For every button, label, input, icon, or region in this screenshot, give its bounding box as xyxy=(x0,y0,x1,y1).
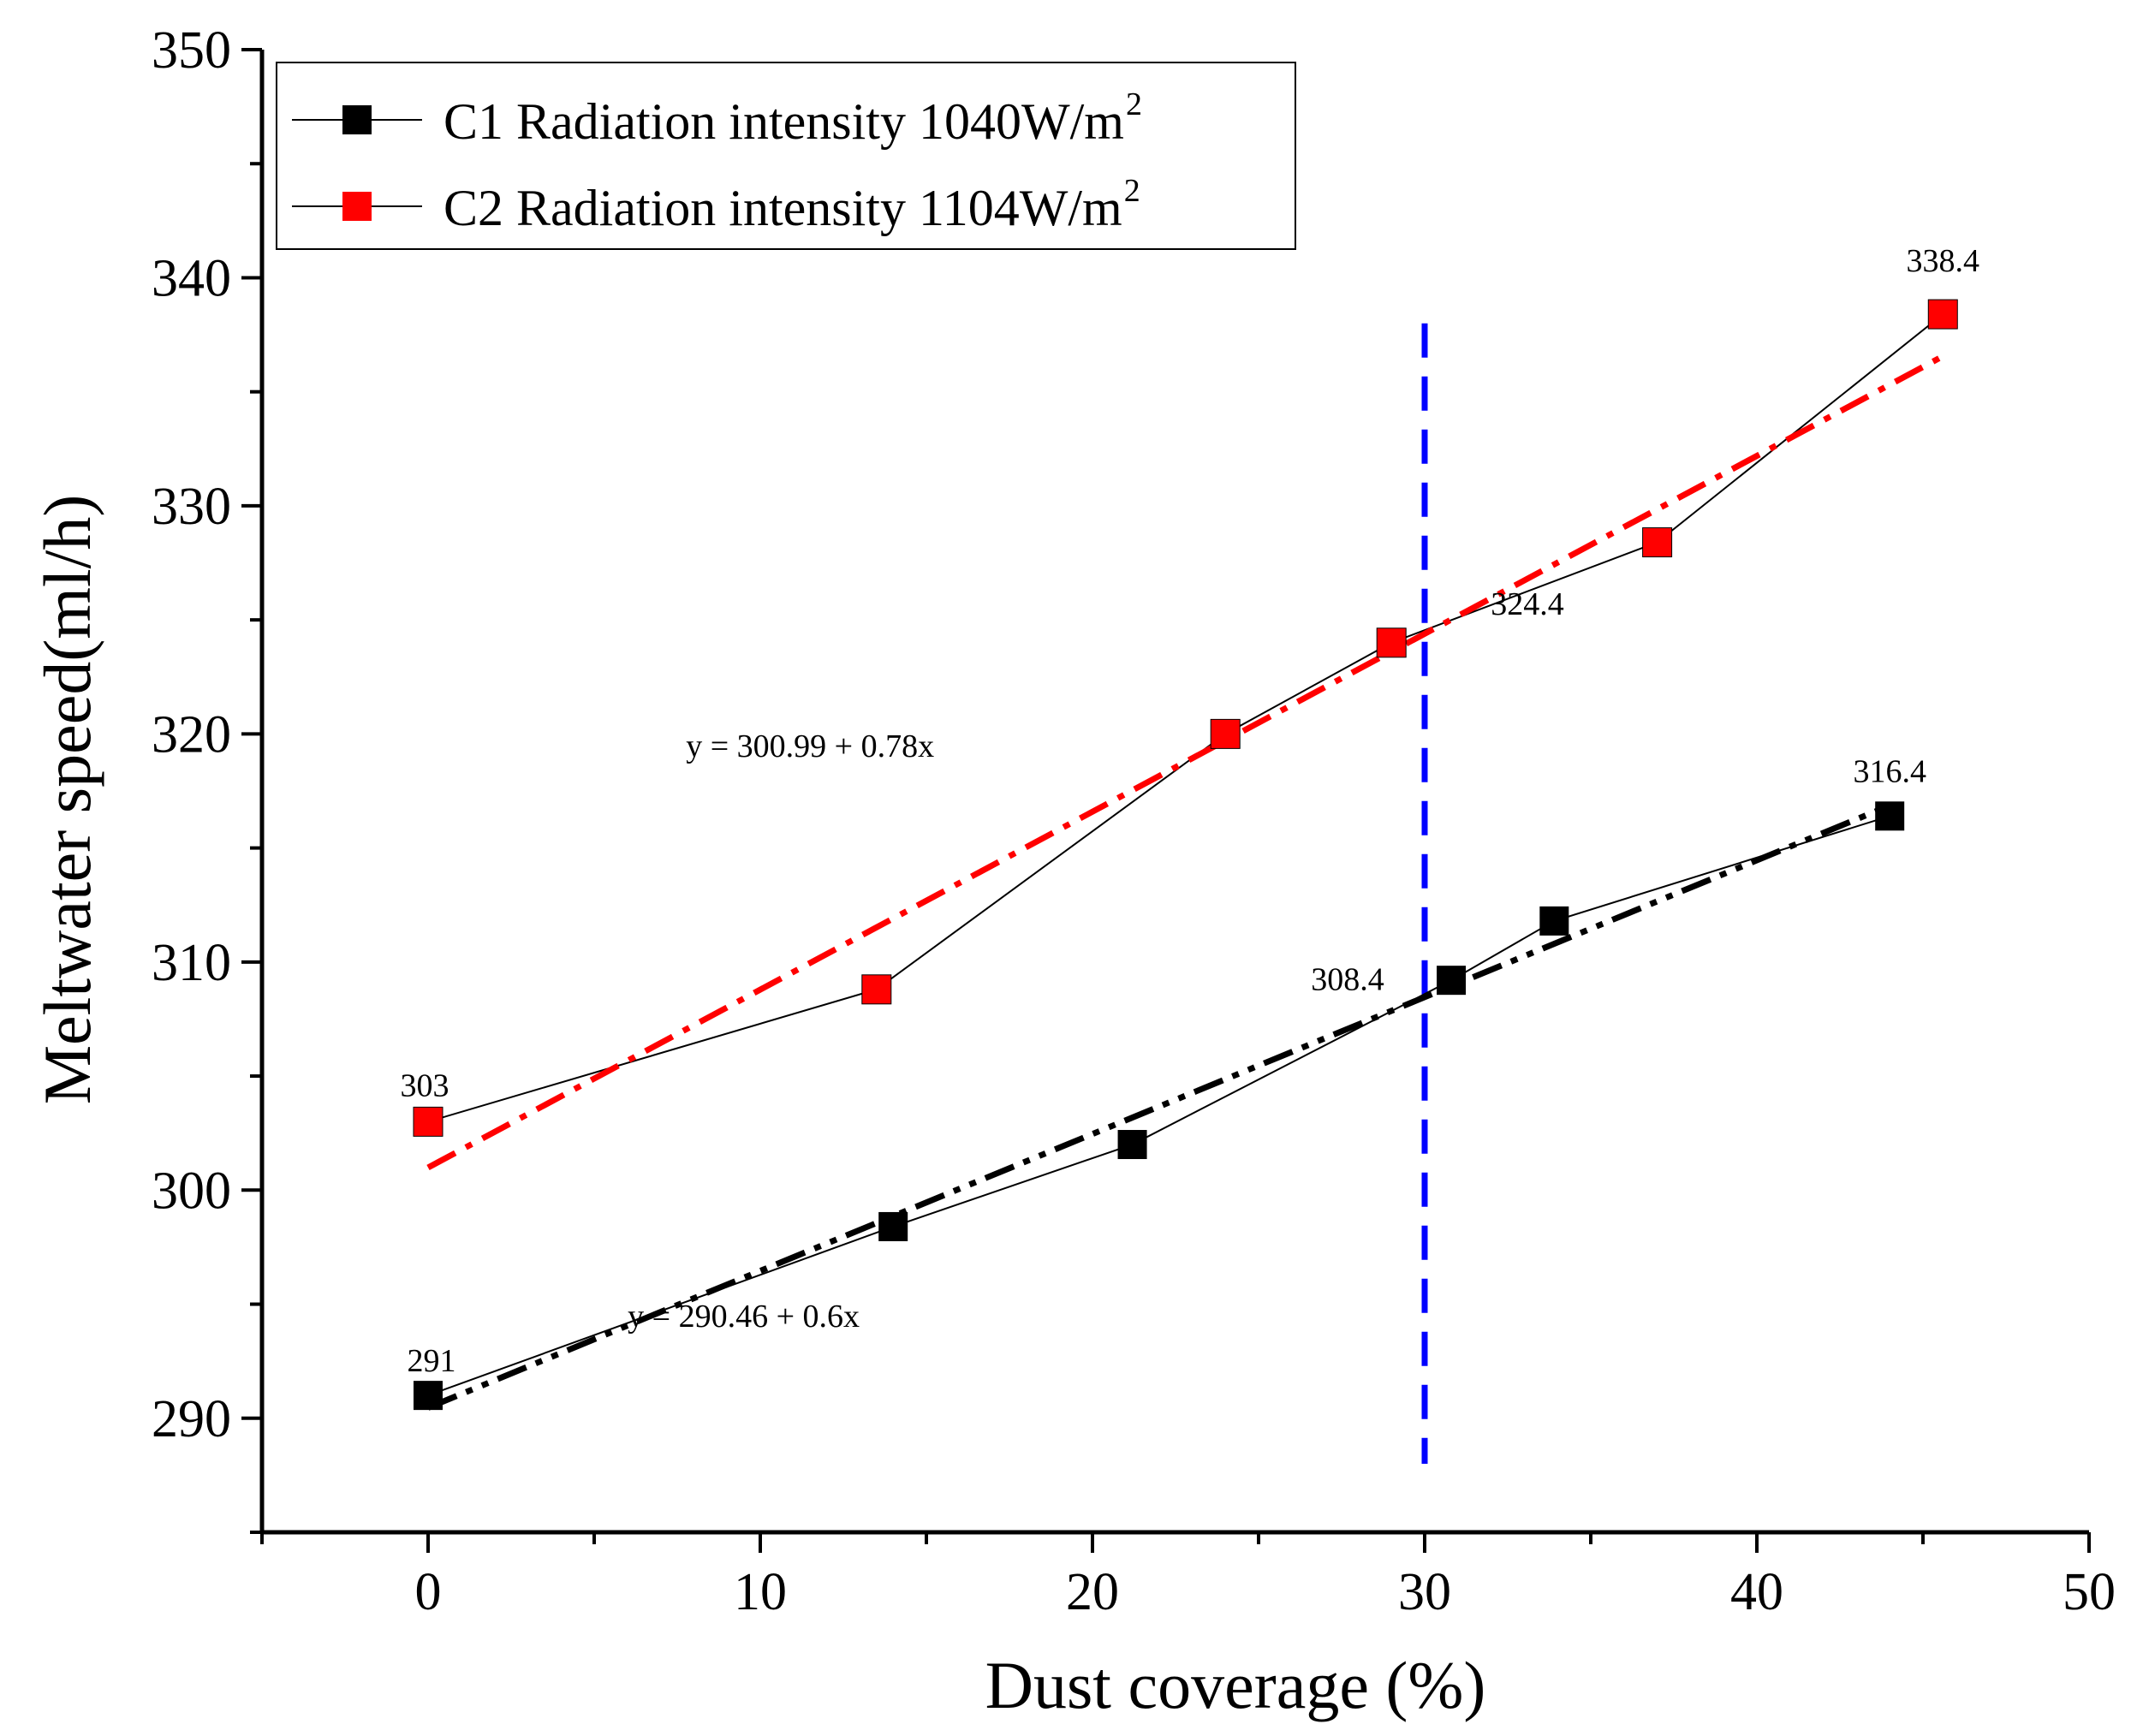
data-point-c1 xyxy=(1539,906,1569,936)
x-axis-title: Dust coverage (%) xyxy=(985,1648,1486,1722)
data-point-c2 xyxy=(1376,627,1407,658)
fit-equation-c1: y = 290.46 + 0.6x xyxy=(628,1299,860,1335)
y-tick-label: 340 xyxy=(152,249,231,307)
data-value-label: 308.4 xyxy=(1311,961,1384,997)
legend-marker-c2 xyxy=(342,192,372,221)
data-point-c2 xyxy=(413,1106,443,1137)
data-value-label: 324.4 xyxy=(1491,586,1564,622)
legend-label-c1: C1 Radiation intensity 1040W/m xyxy=(443,93,1124,150)
legend-superscript: 2 xyxy=(1124,173,1140,209)
data-value-label: 303 xyxy=(401,1067,449,1103)
data-point-c1 xyxy=(1437,966,1467,996)
x-tick-label: 30 xyxy=(1398,1563,1451,1621)
x-tick-label: 10 xyxy=(734,1563,787,1621)
legend-superscript: 2 xyxy=(1126,86,1142,122)
y-axis-title: Meltwater speed(ml/h) xyxy=(30,495,104,1105)
data-value-label: 316.4 xyxy=(1853,753,1926,789)
legend-marker-c1 xyxy=(342,105,372,134)
fit-equation-c2: y = 300.99 + 0.78x xyxy=(686,728,934,764)
data-point-c1 xyxy=(878,1211,908,1241)
data-point-c2 xyxy=(861,974,892,1005)
y-tick-label: 290 xyxy=(152,1390,231,1448)
y-tick-label: 310 xyxy=(152,934,231,992)
data-point-c1 xyxy=(1875,801,1905,831)
fit-line-c2 xyxy=(426,354,1944,1171)
legend-box xyxy=(276,62,1296,250)
data-point-c1 xyxy=(1117,1130,1147,1160)
data-point-c2 xyxy=(1642,527,1673,558)
x-tick-label: 0 xyxy=(415,1563,442,1621)
legend-label-c2: C2 Radiation intensity 1104W/m xyxy=(443,180,1122,236)
plot-area: 0 10 20 30 40 50 290 300 310 320 330 340 350 y = 290.… xyxy=(152,21,2116,1621)
y-tick-label: 330 xyxy=(152,478,231,536)
y-tick-label: 320 xyxy=(152,705,231,764)
data-point-c1 xyxy=(414,1381,443,1411)
series-line-c1 xyxy=(427,815,1890,1397)
series-line-c2 xyxy=(427,313,1944,1123)
legend: C1 Radiation intensity 1040W/m 2C2 Radiat… xyxy=(276,62,1296,250)
data-point-c2 xyxy=(1210,718,1241,749)
x-tick-label: 20 xyxy=(1066,1563,1119,1621)
data-value-label: 291 xyxy=(408,1343,456,1379)
y-tick-label: 350 xyxy=(152,21,231,80)
y-tick-label: 300 xyxy=(152,1162,231,1220)
x-tick-label: 40 xyxy=(1730,1563,1783,1621)
data-value-label: 338.4 xyxy=(1907,243,1980,279)
x-tick-label: 50 xyxy=(2063,1563,2116,1621)
data-point-c2 xyxy=(1927,299,1958,330)
